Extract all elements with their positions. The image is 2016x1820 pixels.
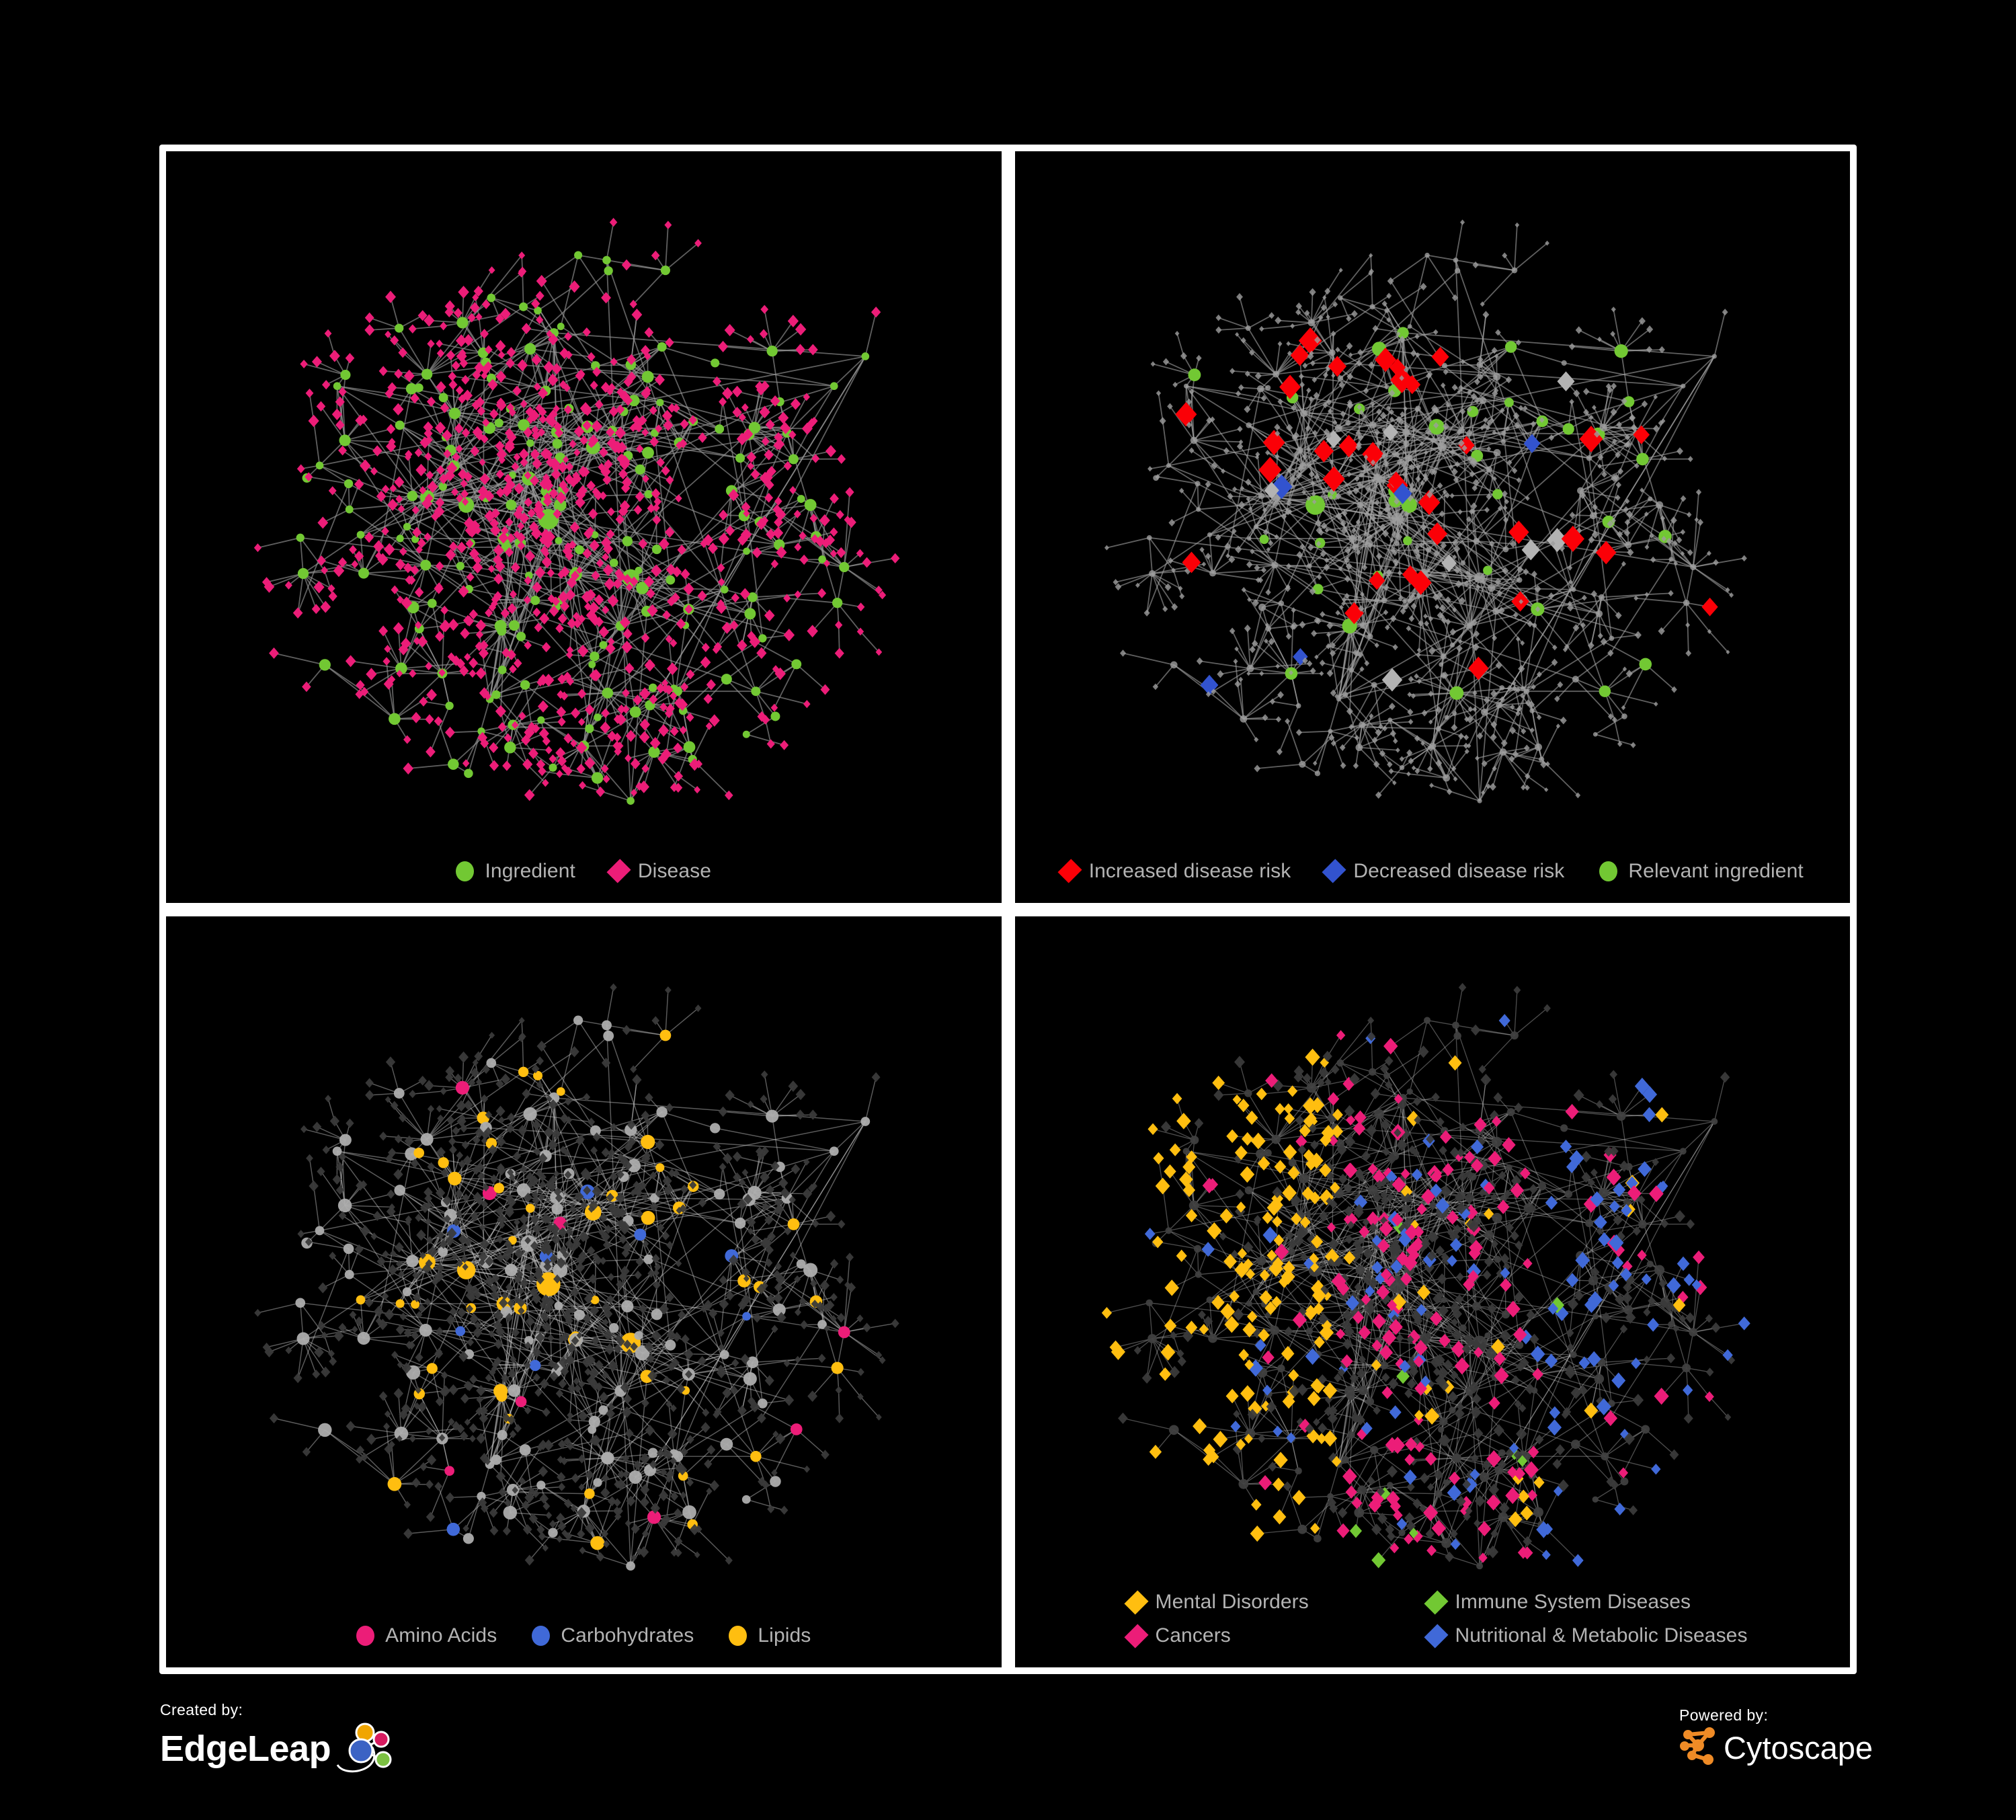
network-canvas-4[interactable] bbox=[1015, 916, 1851, 1668]
created-by-block: Created by: EdgeLeap bbox=[160, 1701, 429, 1802]
legend-item: Decreased disease risk bbox=[1322, 859, 1565, 883]
legend-item: Immune System Diseases bbox=[1423, 1589, 1697, 1615]
legend-label: Ingredient bbox=[485, 859, 575, 882]
legend-label: Immune System Diseases bbox=[1455, 1591, 1691, 1613]
legend-item: Mental Disorders bbox=[1123, 1589, 1397, 1615]
legend-label: Cancers bbox=[1155, 1624, 1231, 1647]
legend-panel-2: Increased disease risk Decreased disease … bbox=[1015, 859, 1851, 883]
panel-ingredient-disease[interactable]: Ingredient Disease bbox=[166, 151, 1002, 903]
legend-item: Carbohydrates bbox=[532, 1624, 694, 1647]
diamond-swatch-icon bbox=[1123, 1589, 1149, 1615]
circle-swatch-icon bbox=[1599, 861, 1618, 881]
edgeleap-nodes-icon bbox=[333, 1720, 398, 1776]
legend-panel-3: Amino Acids Carbohydrates Lipids bbox=[166, 1624, 1002, 1647]
diamond-swatch-icon bbox=[1423, 1589, 1449, 1615]
legend-label: Mental Disorders bbox=[1155, 1591, 1309, 1613]
legend-label: Carbohydrates bbox=[561, 1624, 694, 1647]
diamond-swatch-icon bbox=[1123, 1623, 1149, 1649]
network-canvas-1[interactable] bbox=[166, 151, 1002, 903]
legend-item: Nutritional & Metabolic Diseases bbox=[1423, 1623, 1747, 1649]
powered-by-block: Powered by: bbox=[1679, 1706, 1962, 1801]
legend-item: Lipids bbox=[729, 1624, 811, 1647]
cytoscape-icon bbox=[1679, 1726, 1721, 1770]
legend-label: Decreased disease risk bbox=[1353, 859, 1565, 882]
diamond-swatch-icon bbox=[606, 859, 631, 883]
legend-item: Relevant ingredient bbox=[1599, 859, 1804, 883]
diamond-swatch-icon bbox=[1322, 859, 1346, 883]
legend-item: Disease bbox=[606, 859, 712, 883]
diamond-swatch-icon bbox=[1057, 859, 1082, 883]
network-canvas-2[interactable] bbox=[1015, 151, 1851, 903]
circle-swatch-icon bbox=[532, 1626, 551, 1646]
edgeleap-wordmark: EdgeLeap bbox=[160, 1728, 331, 1769]
legend-label: Lipids bbox=[758, 1624, 811, 1647]
circle-swatch-icon bbox=[356, 1626, 375, 1646]
network-panel-grid: Ingredient Disease Increased disease risk… bbox=[159, 145, 1857, 1674]
panel-disease-classes[interactable]: Mental Disorders Immune System Diseases Ca… bbox=[1014, 916, 1851, 1668]
created-by-kicker: Created by: bbox=[160, 1701, 243, 1718]
legend-label: Nutritional & Metabolic Diseases bbox=[1455, 1624, 1748, 1647]
panel-disease-risk[interactable]: Increased disease risk Decreased disease … bbox=[1014, 151, 1851, 903]
cytoscape-wordmark: Cytoscape bbox=[1724, 1730, 1873, 1766]
legend-panel-1: Ingredient Disease bbox=[166, 859, 1002, 883]
panel-nutrient-classes[interactable]: Amino Acids Carbohydrates Lipids bbox=[166, 916, 1002, 1668]
circle-swatch-icon bbox=[456, 861, 475, 881]
legend-item: Cancers bbox=[1123, 1623, 1397, 1649]
legend-label: Amino Acids bbox=[385, 1624, 497, 1647]
circle-swatch-icon bbox=[729, 1626, 748, 1646]
legend-label: Relevant ingredient bbox=[1628, 859, 1804, 882]
network-canvas-3[interactable] bbox=[166, 916, 1002, 1668]
legend-item: Amino Acids bbox=[356, 1624, 497, 1647]
footer: Created by: EdgeLeap bbox=[0, 1681, 2016, 1820]
cytoscape-logo: Cytoscape bbox=[1679, 1726, 1962, 1770]
legend-label: Increased disease risk bbox=[1088, 859, 1291, 882]
legend-item: Increased disease risk bbox=[1057, 859, 1291, 883]
edgeleap-logo: EdgeLeap bbox=[160, 1720, 429, 1776]
legend-item: Ingredient bbox=[456, 860, 575, 883]
powered-by-kicker: Powered by: bbox=[1679, 1706, 1769, 1724]
diamond-swatch-icon bbox=[1423, 1623, 1449, 1649]
legend-label: Disease bbox=[637, 859, 712, 882]
legend-panel-4: Mental Disorders Immune System Diseases Ca… bbox=[1015, 1589, 1851, 1649]
